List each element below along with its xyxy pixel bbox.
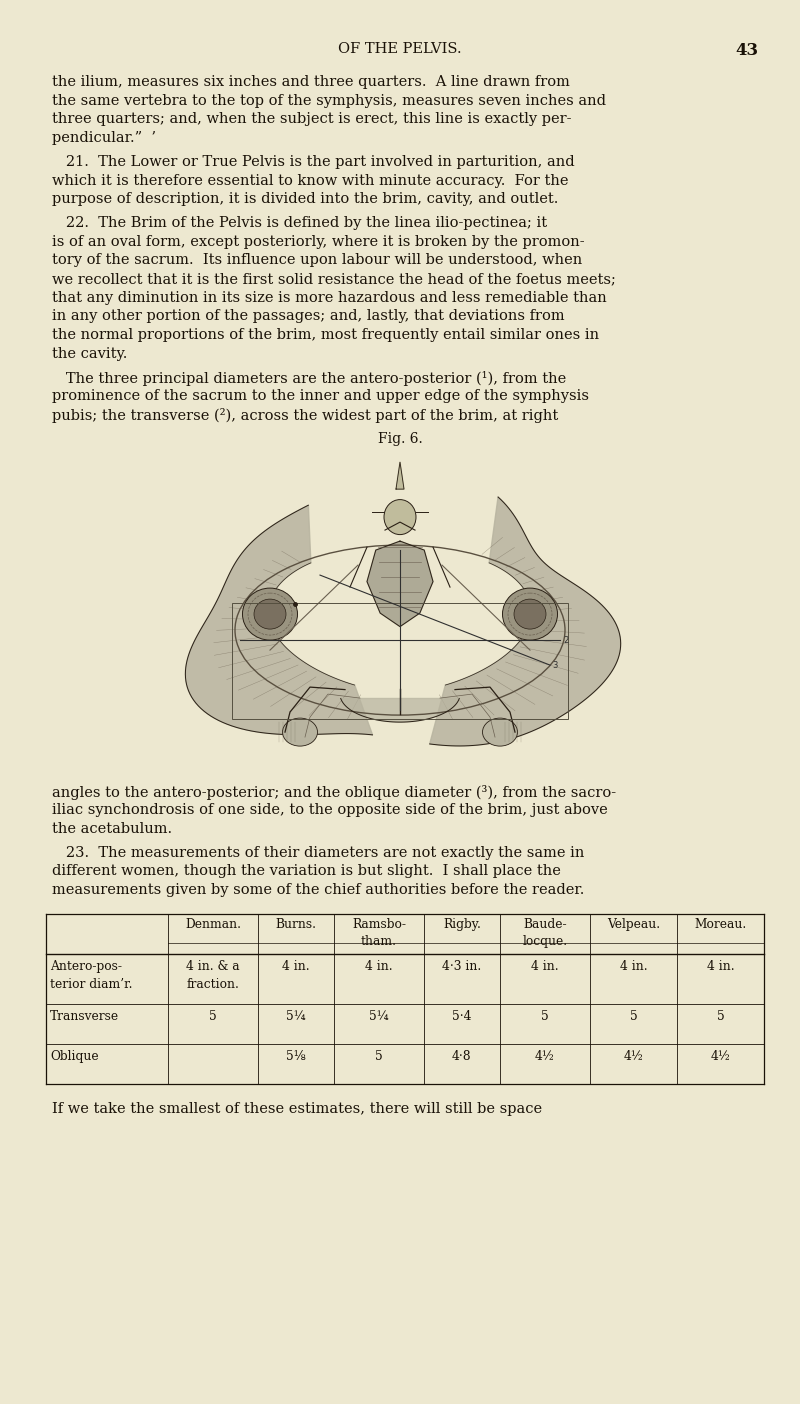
Text: Rigby.: Rigby. — [443, 918, 481, 931]
Text: 4 in. & a: 4 in. & a — [186, 960, 240, 973]
Text: the same vertebra to the top of the symphysis, measures seven inches and: the same vertebra to the top of the symp… — [52, 94, 606, 108]
Text: 4·3 in.: 4·3 in. — [442, 960, 482, 973]
Text: locque.: locque. — [522, 935, 567, 948]
Text: the acetabulum.: the acetabulum. — [52, 821, 172, 835]
Text: tham.: tham. — [361, 935, 397, 948]
Ellipse shape — [254, 600, 286, 629]
Ellipse shape — [502, 588, 558, 640]
Text: 22.  The Brim of the Pelvis is defined by the linea ilio-pectinea; it: 22. The Brim of the Pelvis is defined by… — [52, 216, 547, 230]
Polygon shape — [367, 541, 433, 626]
Text: Fig. 6.: Fig. 6. — [378, 431, 422, 445]
Text: 4·8: 4·8 — [452, 1050, 472, 1063]
Text: Moreau.: Moreau. — [694, 918, 746, 931]
Text: 5¼: 5¼ — [286, 1009, 306, 1022]
Text: measurements given by some of the chief authorities before the reader.: measurements given by some of the chief … — [52, 883, 584, 897]
Text: 4½: 4½ — [624, 1050, 643, 1063]
Text: terior diam’r.: terior diam’r. — [50, 977, 133, 991]
Text: If we take the smallest of these estimates, there will still be space: If we take the smallest of these estimat… — [52, 1102, 542, 1116]
Text: The three principal diameters are the antero-posterior (¹), from the: The three principal diameters are the an… — [52, 371, 566, 386]
Text: the cavity.: the cavity. — [52, 347, 127, 361]
Text: 5¼: 5¼ — [369, 1009, 389, 1022]
Ellipse shape — [514, 600, 546, 629]
Polygon shape — [430, 497, 621, 746]
Text: 5: 5 — [375, 1050, 382, 1063]
Text: fraction.: fraction. — [186, 977, 239, 991]
Ellipse shape — [242, 588, 298, 640]
Text: pubis; the transverse (²), across the widest part of the brim, at right: pubis; the transverse (²), across the wi… — [52, 409, 558, 423]
Ellipse shape — [482, 717, 518, 746]
Text: the normal proportions of the brim, most frequently entail similar ones in: the normal proportions of the brim, most… — [52, 329, 599, 343]
Text: Oblique: Oblique — [50, 1050, 98, 1063]
Text: 43: 43 — [735, 42, 758, 59]
Text: which it is therefore essential to know with minute accuracy.  For the: which it is therefore essential to know … — [52, 174, 569, 188]
Text: 4½: 4½ — [535, 1050, 554, 1063]
Text: 2: 2 — [563, 636, 568, 644]
Text: Velpeau.: Velpeau. — [607, 918, 660, 931]
Text: 4 in.: 4 in. — [706, 960, 734, 973]
Text: 4 in.: 4 in. — [620, 960, 647, 973]
Text: that any diminution in its size is more hazardous and less remediable than: that any diminution in its size is more … — [52, 291, 606, 305]
Text: 5: 5 — [209, 1009, 217, 1022]
Text: 5⅛: 5⅛ — [286, 1050, 306, 1063]
Text: 5: 5 — [630, 1009, 638, 1022]
Text: Antero-pos-: Antero-pos- — [50, 960, 122, 973]
Text: 4 in.: 4 in. — [282, 960, 310, 973]
Text: purpose of description, it is divided into the brim, cavity, and outlet.: purpose of description, it is divided in… — [52, 192, 558, 206]
Text: Denman.: Denman. — [185, 918, 241, 931]
Polygon shape — [186, 505, 373, 734]
Text: angles to the antero-posterior; and the oblique diameter (³), from the sacro-: angles to the antero-posterior; and the … — [52, 785, 616, 800]
Text: 5: 5 — [717, 1009, 724, 1022]
Text: prominence of the sacrum to the inner and upper edge of the symphysis: prominence of the sacrum to the inner an… — [52, 389, 589, 403]
Text: is of an oval form, except posteriorly, where it is broken by the promon-: is of an oval form, except posteriorly, … — [52, 234, 585, 249]
Text: Burns.: Burns. — [275, 918, 317, 931]
Text: 4 in.: 4 in. — [365, 960, 393, 973]
Text: different women, though the variation is but slight.  I shall place the: different women, though the variation is… — [52, 865, 561, 879]
Text: pendicular.”  ’: pendicular.” ’ — [52, 131, 156, 145]
Text: in any other portion of the passages; and, lastly, that deviations from: in any other portion of the passages; an… — [52, 309, 565, 323]
Polygon shape — [341, 698, 459, 722]
Text: OF THE PELVIS.: OF THE PELVIS. — [338, 42, 462, 56]
Text: 5·4: 5·4 — [452, 1009, 471, 1022]
Text: Baude-: Baude- — [523, 918, 566, 931]
Text: 5: 5 — [541, 1009, 549, 1022]
Text: we recollect that it is the first solid resistance the head of the foetus meets;: we recollect that it is the first solid … — [52, 272, 616, 286]
Text: the ilium, measures six inches and three quarters.  A line drawn from: the ilium, measures six inches and three… — [52, 74, 570, 88]
Text: 23.  The measurements of their diameters are not exactly the same in: 23. The measurements of their diameters … — [52, 845, 584, 859]
Text: 21.  The Lower or True Pelvis is the part involved in parturition, and: 21. The Lower or True Pelvis is the part… — [52, 154, 574, 168]
Text: 4 in.: 4 in. — [531, 960, 558, 973]
Bar — [232, 604, 568, 719]
Text: 4½: 4½ — [710, 1050, 730, 1063]
Polygon shape — [396, 462, 404, 489]
Text: 3: 3 — [552, 661, 558, 670]
Ellipse shape — [282, 717, 318, 746]
Text: tory of the sacrum.  Its influence upon labour will be understood, when: tory of the sacrum. Its influence upon l… — [52, 253, 582, 267]
Text: three quarters; and, when the subject is erect, this line is exactly per-: three quarters; and, when the subject is… — [52, 112, 571, 126]
Text: Ramsbo-: Ramsbo- — [352, 918, 406, 931]
Text: iliac synchondrosis of one side, to the opposite side of the brim, just above: iliac synchondrosis of one side, to the … — [52, 803, 608, 817]
Text: Transverse: Transverse — [50, 1009, 119, 1022]
Ellipse shape — [384, 500, 416, 535]
